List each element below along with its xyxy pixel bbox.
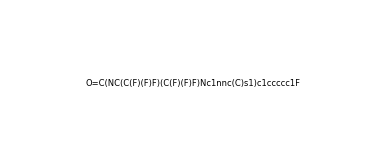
- Text: O=C(NC(C(F)(F)F)(C(F)(F)F)Nc1nnc(C)s1)c1ccccc1F: O=C(NC(C(F)(F)F)(C(F)(F)F)Nc1nnc(C)s1)c1…: [85, 79, 300, 87]
